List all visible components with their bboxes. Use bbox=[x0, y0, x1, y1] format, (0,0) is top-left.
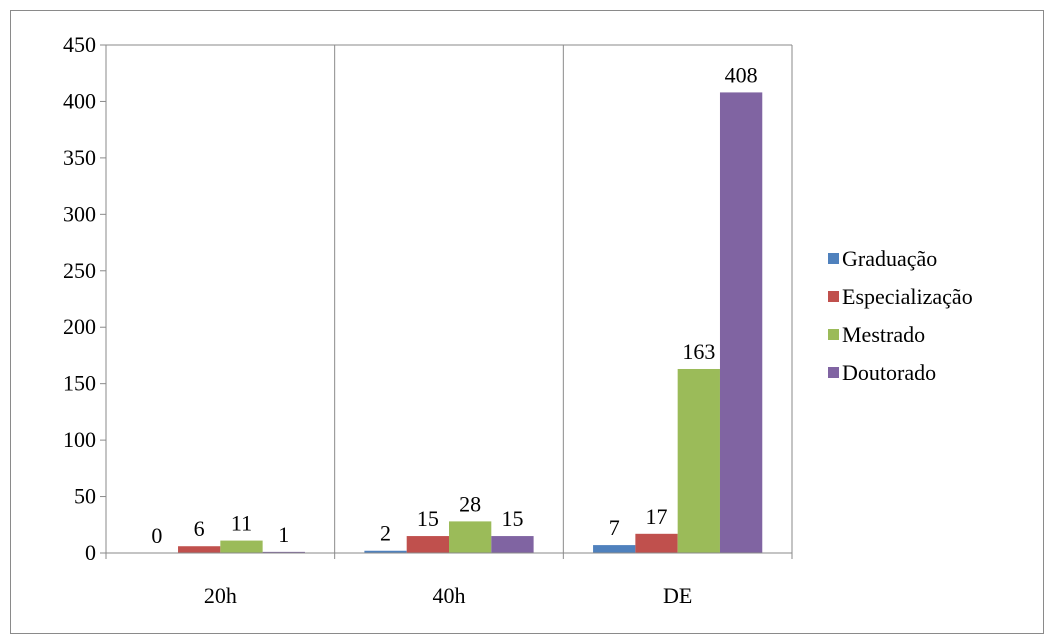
grid-layer bbox=[106, 44, 793, 553]
x-tick-label: DE bbox=[663, 583, 692, 608]
legend-label: Mestrado bbox=[842, 322, 925, 347]
y-tick-label: 50 bbox=[74, 484, 96, 509]
data-label: 163 bbox=[682, 339, 715, 364]
data-label: 15 bbox=[501, 506, 523, 531]
y-tick-label: 450 bbox=[63, 32, 96, 57]
legend-label: Doutorado bbox=[842, 360, 936, 385]
x-tick-label: 20h bbox=[204, 583, 237, 608]
legend-swatch bbox=[828, 329, 839, 340]
bar-doutorado-20h bbox=[262, 551, 305, 553]
data-label: 6 bbox=[194, 516, 205, 541]
data-label: 2 bbox=[380, 521, 391, 546]
bars-layer bbox=[178, 92, 763, 553]
legend: Graduação Especialização Mestrado Doutorado bbox=[828, 246, 973, 385]
data-label: 7 bbox=[609, 515, 620, 540]
bar-graduação-de bbox=[593, 545, 636, 553]
data-label: 408 bbox=[725, 62, 758, 87]
y-tick-label: 0 bbox=[85, 540, 96, 565]
data-label: 11 bbox=[231, 511, 252, 536]
legend-swatch bbox=[828, 253, 839, 264]
data-label: 1 bbox=[278, 522, 289, 547]
data-label: 15 bbox=[417, 506, 439, 531]
bar-doutorado-de bbox=[719, 92, 763, 553]
y-tick-label: 150 bbox=[63, 371, 96, 396]
data-label: 0 bbox=[151, 523, 162, 548]
bar-doutorado-40h bbox=[491, 536, 534, 553]
y-tick-label: 300 bbox=[63, 201, 96, 226]
data-label: 28 bbox=[459, 491, 481, 516]
legend-swatch bbox=[828, 291, 839, 302]
chart-frame bbox=[10, 10, 1044, 634]
bar-mestrado-40h bbox=[449, 521, 492, 553]
bar-especialização-40h bbox=[406, 536, 449, 553]
bar-especialização-de bbox=[635, 533, 678, 553]
y-tick-label: 350 bbox=[63, 145, 96, 170]
data-label: 17 bbox=[646, 504, 668, 529]
y-tick-label: 250 bbox=[63, 258, 96, 283]
x-tick-label: 40h bbox=[433, 583, 466, 608]
y-tick-label: 200 bbox=[63, 314, 96, 339]
bar-graduação-40h bbox=[364, 550, 407, 553]
bar-mestrado-20h bbox=[220, 540, 263, 553]
legend-label: Especialização bbox=[842, 284, 973, 309]
y-tick-label: 400 bbox=[63, 88, 96, 113]
legend-label: Graduação bbox=[842, 246, 937, 271]
y-tick-label: 100 bbox=[63, 427, 96, 452]
bar-especialização-20h bbox=[178, 546, 221, 553]
bar-mestrado-de bbox=[677, 368, 720, 553]
legend-swatch bbox=[828, 367, 839, 378]
labels-layer: 0 2 7 6 15 17 11 28 163 1 15 408 bbox=[151, 62, 757, 548]
